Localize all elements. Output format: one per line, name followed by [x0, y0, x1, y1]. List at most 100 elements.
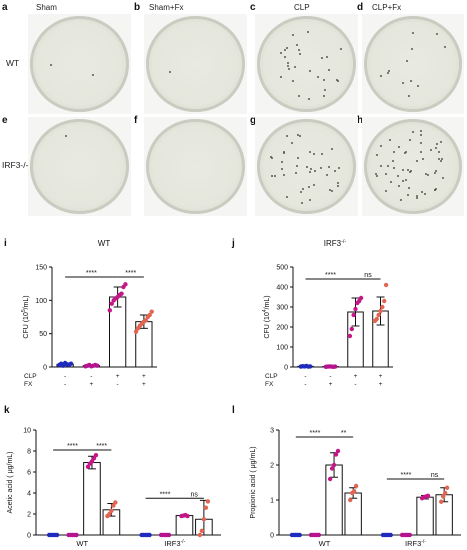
colony-dot [415, 159, 418, 162]
colony-dot [300, 191, 303, 194]
colony-dot [392, 151, 395, 154]
colony-dot [280, 52, 283, 55]
colony-dot [292, 34, 295, 37]
colony-dot [406, 60, 409, 63]
group-1-bar-4-point [111, 503, 116, 508]
group-2-bar-4-point [442, 490, 448, 496]
y-tick-label: 50 [39, 331, 47, 338]
colony-dot [305, 165, 308, 168]
y-tick-label: 0 [43, 365, 47, 372]
group-1-bar-3-point [333, 452, 339, 457]
colony-dot [392, 160, 395, 163]
colony-dot [339, 48, 342, 51]
y-tick-label: 0 [270, 533, 274, 540]
colony-dot [285, 196, 288, 199]
colony-dot [425, 172, 428, 175]
group-2-bar-1-point [388, 532, 393, 538]
group-2-bar-3-point [185, 513, 190, 519]
x-category-label: IRF3-/- [405, 539, 426, 548]
panel-letter-b: b [134, 2, 141, 13]
group-2-bar-4-point [439, 499, 444, 504]
colony-dot [407, 193, 410, 196]
colony-dot [375, 154, 378, 157]
colony-dot [438, 150, 441, 153]
colony-dot [405, 151, 408, 153]
colony-dot [421, 157, 424, 160]
colony-dot [419, 141, 422, 144]
condition-sign: + [89, 381, 93, 388]
colony-dot [280, 168, 283, 171]
colony-dot [313, 152, 316, 155]
colony-dot [420, 191, 423, 194]
colony-dot [282, 151, 285, 154]
group-3-point [107, 308, 113, 313]
colony-dot [328, 188, 331, 191]
significance-label: ** [341, 430, 347, 437]
colony-dot [323, 79, 326, 82]
group-3-point [109, 301, 114, 306]
colony-dot [295, 44, 298, 47]
colony-dot [384, 172, 387, 175]
condition-sign: - [64, 373, 66, 380]
photo-tile-f [144, 117, 247, 216]
panel-letter-e: e [2, 115, 8, 126]
group-3-point [123, 282, 128, 287]
group-1-bar-3-point [93, 453, 99, 458]
colony-dot [273, 174, 276, 177]
group-4-point [374, 316, 379, 322]
colony-dot [324, 89, 327, 92]
panel-letter-k: k [4, 405, 10, 416]
group-3-point [349, 326, 354, 332]
group-4-point [382, 298, 387, 304]
y-tick-label: 8 [27, 449, 31, 456]
column-title-sham-fx: Sham+Fx [149, 3, 184, 12]
petri-dish-a [30, 16, 129, 112]
significance-label: **** [309, 430, 320, 437]
colony-dot [308, 171, 311, 174]
significance-label: **** [86, 270, 97, 277]
colony-dot [398, 185, 401, 188]
condition-sign: - [64, 381, 66, 388]
panel-letter-h: h [357, 115, 364, 126]
group-4-point [143, 318, 149, 323]
condition-row-label: FX [24, 381, 33, 388]
colony-dot [440, 157, 443, 160]
group-2-bar-4-point [199, 528, 205, 533]
petri-dish-g [257, 119, 356, 214]
group-1-bar-4-point [109, 508, 114, 514]
significance-label: ns [364, 272, 372, 279]
group-2-bar-4-point [444, 485, 450, 490]
row-label-wt: WT [6, 58, 20, 68]
colony-dot [269, 156, 272, 159]
column-title-clp-fx: CLP+Fx [372, 3, 402, 12]
group-1-bar-1-point [297, 532, 302, 538]
colony-dot [280, 160, 283, 163]
significance-label: **** [400, 472, 411, 479]
colony-dot [294, 172, 297, 175]
colony-dot [397, 175, 400, 178]
group-2-bar-4-point [203, 505, 209, 510]
group-2-bar-4-point [201, 517, 207, 522]
group-2-bar-2-point [166, 532, 172, 538]
colony-dot [301, 201, 304, 204]
colony-dot [92, 74, 95, 77]
colony-dot [331, 147, 334, 150]
significance-label: ns [190, 491, 198, 498]
colony-dot [168, 71, 171, 74]
condition-sign: - [304, 381, 306, 388]
condition-sign: - [354, 381, 356, 388]
colony-dot [417, 85, 420, 88]
significance-label: **** [96, 443, 107, 450]
condition-sign: - [117, 381, 119, 388]
column-title-clp: CLP [294, 3, 310, 12]
group-3-point [119, 291, 124, 296]
chart-title: IRF3-/- [324, 239, 347, 248]
colony-dot [307, 185, 310, 188]
y-tick-label: 2 [270, 463, 274, 470]
y-axis-label: CFU (104/mL) [262, 295, 271, 338]
colony-dot [323, 95, 326, 98]
colony-dot [49, 63, 52, 66]
y-tick-label: 500 [276, 265, 288, 272]
colony-dot [426, 173, 429, 176]
colony-dot [338, 166, 340, 169]
